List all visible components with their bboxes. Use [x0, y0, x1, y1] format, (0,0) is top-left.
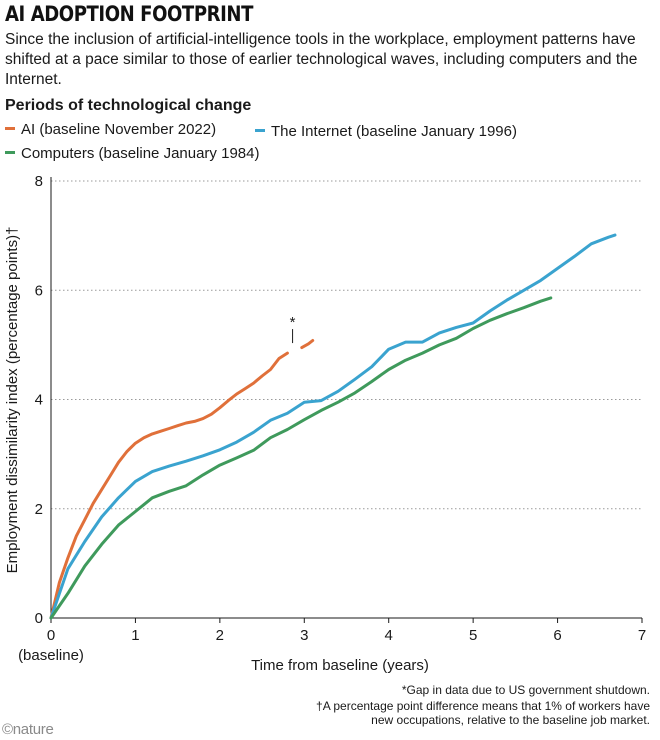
x-tick-label: 2	[216, 627, 224, 644]
series-line-1-segment-0	[49, 233, 617, 620]
legend-label-ai: AI (baseline November 2022)	[21, 121, 217, 138]
legend-label-internet: The Internet (baseline January 1996)	[271, 123, 517, 140]
series-1	[49, 233, 617, 620]
axes: 0 2 4 6 8 0 1 2 3 4 5 6 7 *	[35, 173, 647, 644]
x-tick-sublabel-baseline: (baseline)	[18, 647, 84, 664]
x-tick-label: 4	[385, 627, 393, 644]
footnote-gap: *Gap in data due to US government shutdo…	[401, 683, 650, 697]
series-line-2-segment-0	[49, 296, 553, 620]
chart-title: AI ADOPTION FOOTPRINT	[5, 2, 253, 26]
y-tick-label: 2	[35, 501, 43, 518]
series-2	[49, 296, 553, 620]
x-tick-label: 5	[469, 627, 477, 644]
y-tick-label: 4	[35, 392, 43, 409]
nature-logo: ©nature	[2, 721, 54, 738]
legend-swatch-ai	[5, 126, 15, 130]
y-tick-label: 8	[35, 173, 43, 190]
series-line-0-segment-0	[49, 351, 289, 620]
legend-item-ai: AI (baseline November 2022)	[5, 121, 216, 138]
x-tick-label: 7	[638, 627, 646, 644]
gridlines	[51, 180, 642, 510]
legend-title: Periods of technological change	[5, 97, 252, 114]
x-tick-label: 1	[131, 627, 139, 644]
x-tick-label: 3	[300, 627, 308, 644]
footnote-pp-line1: †A percentage point difference means tha…	[316, 699, 650, 713]
y-tick-label: 0	[35, 610, 43, 627]
x-axis-label: Time from baseline (years)	[251, 657, 429, 674]
footnote-pp-line2: new occupations, relative to the baselin…	[371, 713, 650, 727]
series-0	[49, 339, 315, 620]
series-lines	[49, 233, 617, 620]
y-axis-label: Employment dissimilarity index (percenta…	[4, 227, 21, 574]
legend-swatch-internet	[255, 128, 265, 132]
legend-swatch-computers	[5, 150, 15, 154]
gap-annotation-asterisk: *	[290, 314, 296, 331]
x-tick-label: 6	[553, 627, 561, 644]
chart-subtitle: Since the inclusion of artificial-intell…	[5, 31, 638, 88]
legend-label-computers: Computers (baseline January 1984)	[21, 145, 260, 162]
series-line-0-segment-1	[300, 339, 315, 350]
legend-item-computers: Computers (baseline January 1984)	[5, 145, 259, 162]
legend-item-internet: The Internet (baseline January 1996)	[255, 123, 517, 140]
y-tick-label: 6	[35, 282, 43, 299]
x-tick-label: 0	[47, 627, 55, 644]
